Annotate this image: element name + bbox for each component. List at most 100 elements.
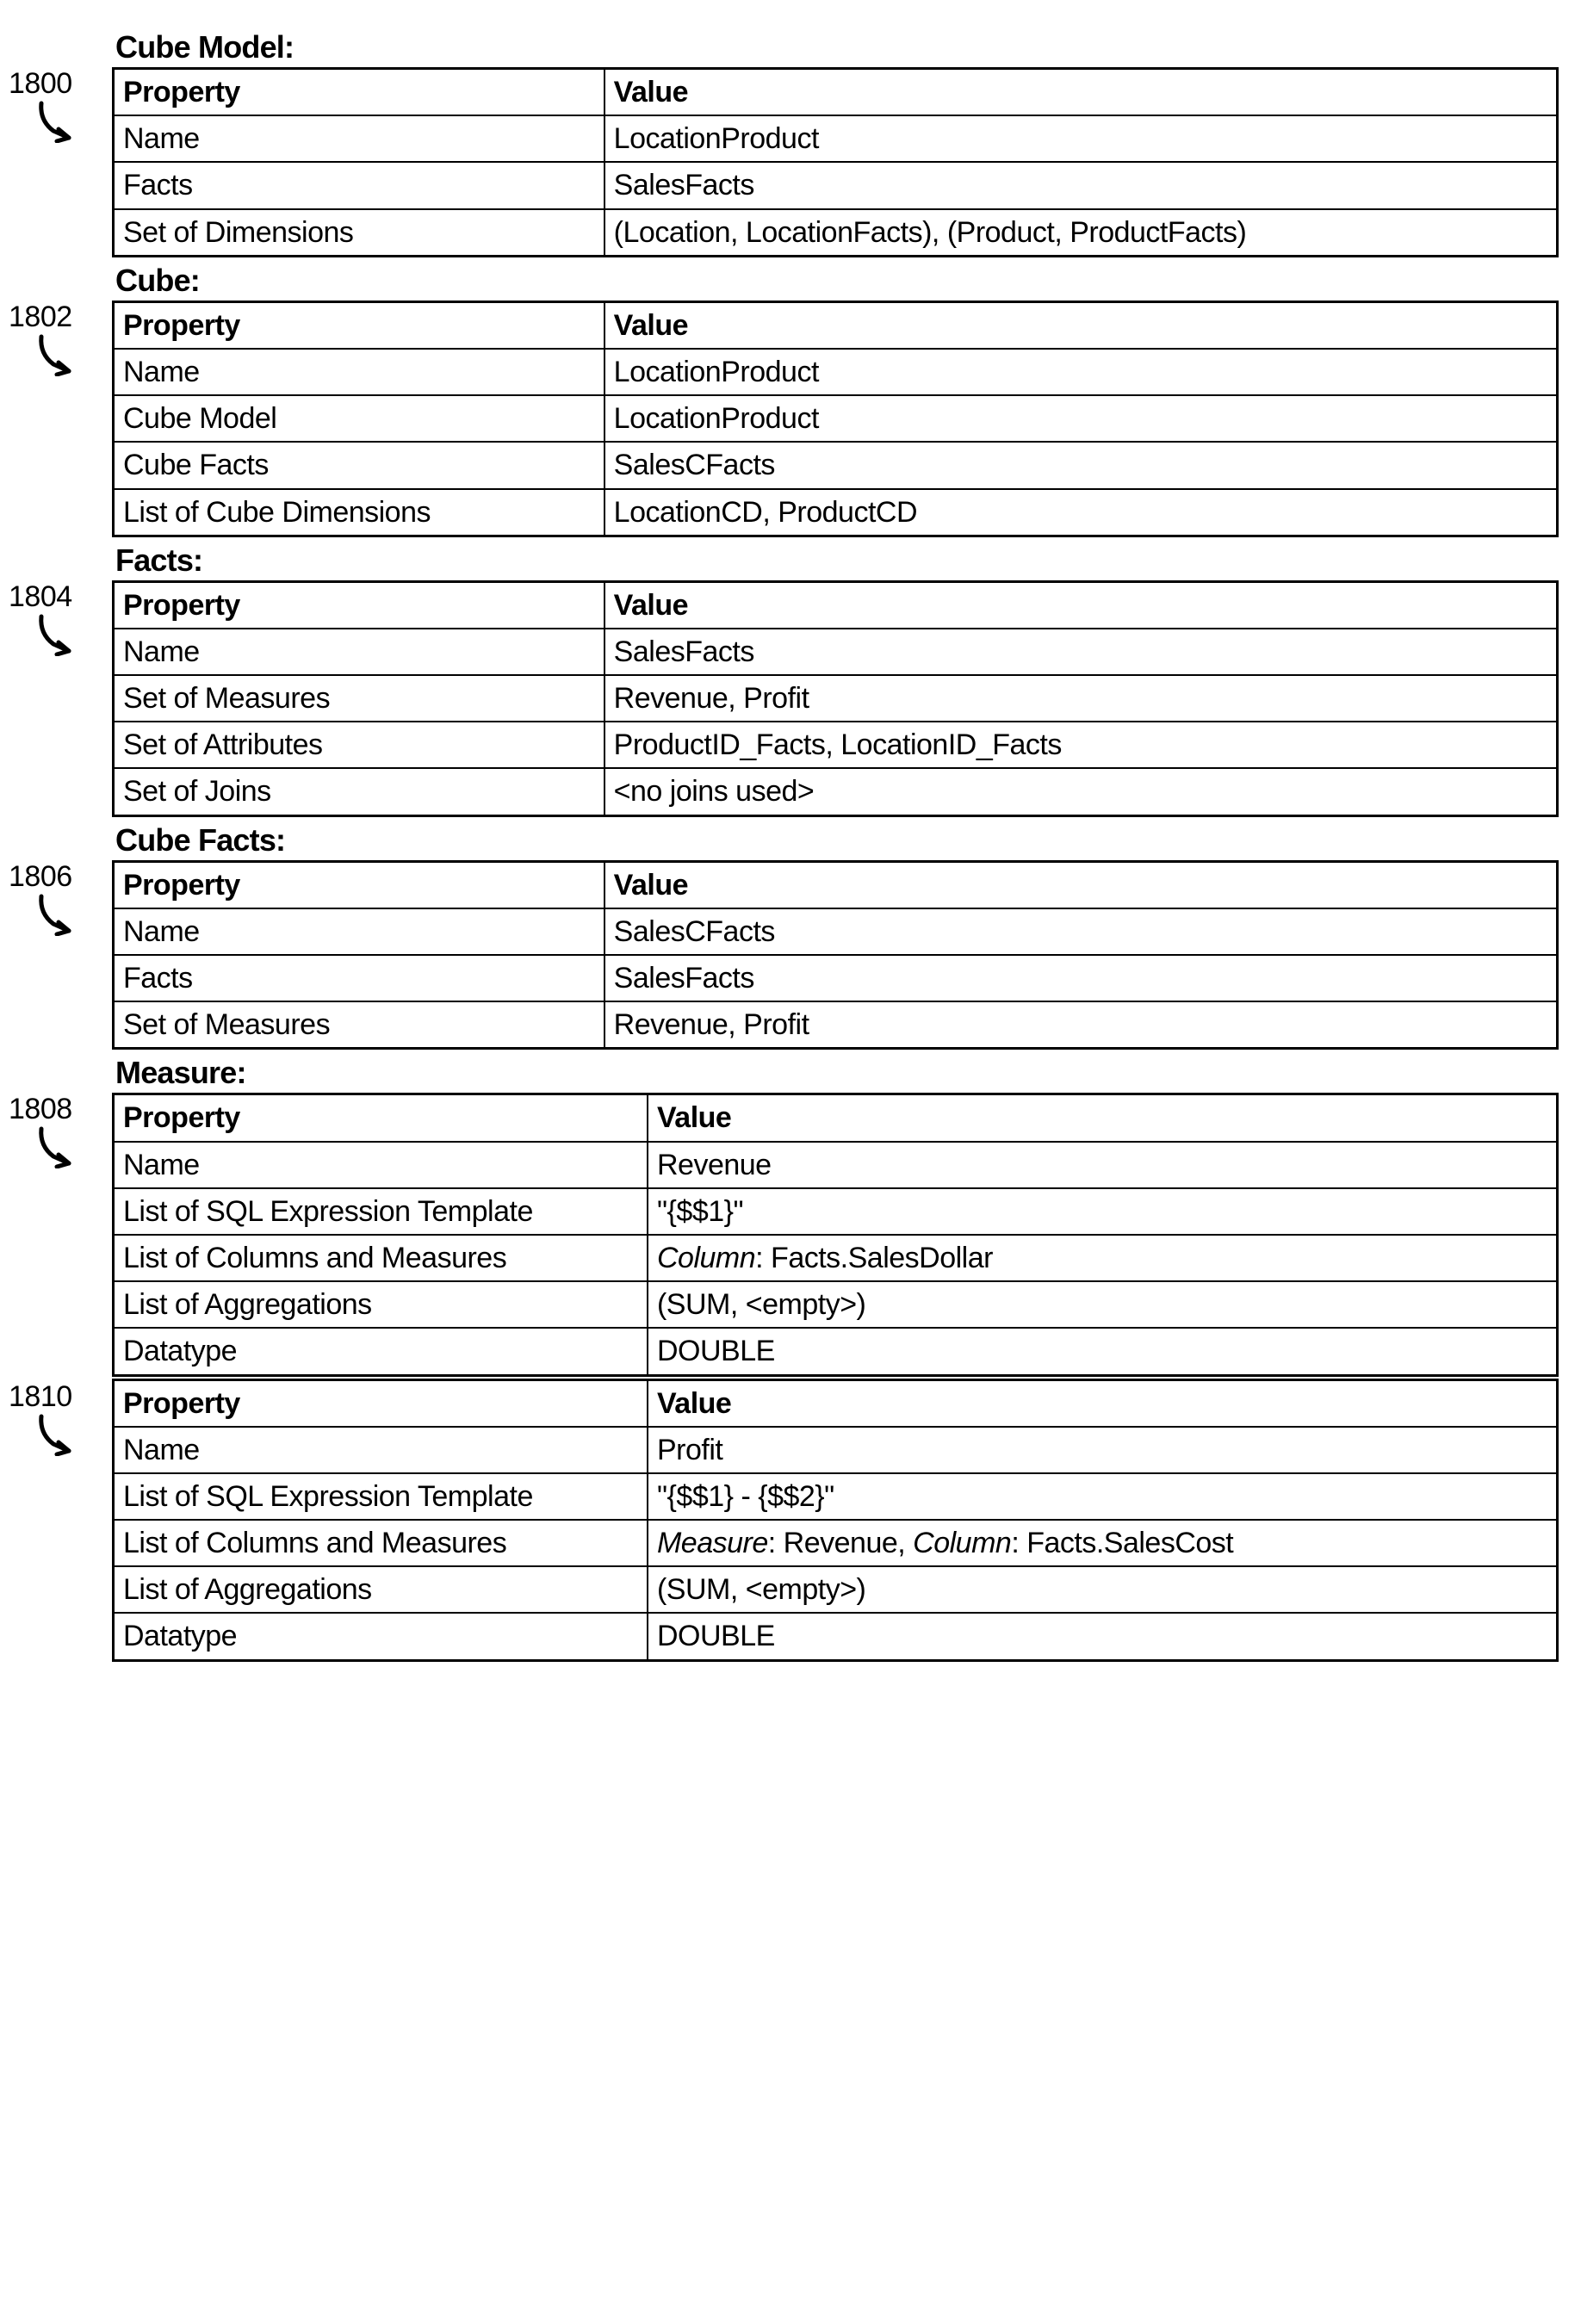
table-col: Cube Facts: Property Value Name SalesCFa… [112,819,1559,1052]
cell-property: Set of Attributes [114,722,604,768]
cell-value: LocationProduct [604,115,1558,162]
table-row: Name Profit [114,1427,1558,1473]
ref-arrow-icon [34,333,86,376]
cell-value: SalesFacts [604,162,1558,208]
section-title: Cube: [112,263,1559,299]
cell-value: Revenue, Profit [604,675,1558,722]
table-row: Cube Model LocationProduct [114,395,1558,442]
ref-number: 1800 [9,67,72,101]
section-title: Cube Model: [112,29,1559,65]
cell-value: (SUM, <empty>) [648,1566,1558,1613]
table-row: Set of Joins <no joins used> [114,768,1558,815]
table-row: Datatype DOUBLE [114,1613,1558,1660]
section-5: 1810 Property Value Name Profit List of … [9,1379,1559,1664]
cell-value: Revenue [648,1142,1558,1188]
table-header-row: Property Value [114,69,1558,116]
section-title: Measure: [112,1055,1559,1091]
table-row: Facts SalesFacts [114,955,1558,1001]
property-table: Property Value Name Revenue List of SQL … [112,1093,1559,1376]
cell-property: List of SQL Expression Template [114,1473,648,1520]
cell-value: (SUM, <empty>) [648,1281,1558,1328]
cell-value: DOUBLE [648,1613,1558,1660]
table-col: Cube: Property Value Name LocationProduc… [112,259,1559,539]
header-value: Value [648,1094,1558,1142]
table-header-row: Property Value [114,861,1558,908]
header-property: Property [114,581,604,629]
table-row: List of Columns and Measures Measure: Re… [114,1520,1558,1566]
property-table: Property Value Name LocationProduct Fact… [112,67,1559,257]
table-row: List of Aggregations (SUM, <empty>) [114,1566,1558,1613]
ref-number: 1810 [9,1380,72,1414]
cell-property: List of Cube Dimensions [114,489,604,536]
header-value: Value [648,1379,1558,1427]
table-row: Set of Dimensions (Location, LocationFac… [114,209,1558,257]
table-header-row: Property Value [114,1379,1558,1427]
cell-property: Name [114,349,604,395]
cell-property: Set of Dimensions [114,209,604,257]
cell-property: Set of Measures [114,675,604,722]
cell-property: Facts [114,955,604,1001]
table-col: Facts: Property Value Name SalesFacts Se… [112,539,1559,819]
cell-property: Name [114,115,604,162]
cell-property: Name [114,629,604,675]
ref-number: 1808 [9,1093,72,1126]
ref-number: 1804 [9,580,72,614]
cell-value: DOUBLE [648,1328,1558,1375]
cell-property: Datatype [114,1613,648,1660]
cell-value: <no joins used> [604,768,1558,815]
ref-arrow-icon [34,613,86,656]
table-row: List of Cube Dimensions LocationCD, Prod… [114,489,1558,536]
cell-property: Set of Joins [114,768,604,815]
section-3: 1806 Cube Facts: Property Value Name Sal… [9,819,1559,1052]
table-row: Cube Facts SalesCFacts [114,442,1558,488]
table-row: Name SalesFacts [114,629,1558,675]
cell-value: "{$$1}" [648,1188,1558,1235]
table-row: List of SQL Expression Template "{$$1} -… [114,1473,1558,1520]
metadata-tables-figure: 1800 Cube Model: Property Value Name Loc… [9,26,1559,1664]
ref-arrow-icon [34,893,86,936]
cell-value: "{$$1} - {$$2}" [648,1473,1558,1520]
cell-value: ProductID_Facts, LocationID_Facts [604,722,1558,768]
table-row: Set of Measures Revenue, Profit [114,1001,1558,1049]
table-row: List of Aggregations (SUM, <empty>) [114,1281,1558,1328]
header-value: Value [604,861,1558,908]
table-col: Cube Model: Property Value Name Location… [112,26,1559,259]
cell-property: Set of Measures [114,1001,604,1049]
cell-property: Name [114,908,604,955]
table-row: List of SQL Expression Template "{$$1}" [114,1188,1558,1235]
header-value: Value [604,301,1558,349]
section-title: Facts: [112,542,1559,579]
table-col: Measure: Property Value Name Revenue Lis… [112,1051,1559,1378]
table-row: Datatype DOUBLE [114,1328,1558,1375]
table-col: Property Value Name Profit List of SQL E… [112,1379,1559,1664]
property-table: Property Value Name LocationProduct Cube… [112,301,1559,537]
ref-arrow-icon [34,1125,86,1168]
section-1: 1802 Cube: Property Value Name LocationP… [9,259,1559,539]
cell-property: Cube Model [114,395,604,442]
header-value: Value [604,69,1558,116]
cell-property: List of SQL Expression Template [114,1188,648,1235]
cell-value: SalesCFacts [604,442,1558,488]
table-row: Name LocationProduct [114,349,1558,395]
cell-property: List of Columns and Measures [114,1520,648,1566]
table-header-row: Property Value [114,301,1558,349]
cell-property: Cube Facts [114,442,604,488]
cell-value: SalesCFacts [604,908,1558,955]
cell-value: Profit [648,1427,1558,1473]
cell-value: LocationCD, ProductCD [604,489,1558,536]
ref-number: 1806 [9,860,72,894]
cell-value: (Location, LocationFacts), (Product, Pro… [604,209,1558,257]
header-property: Property [114,301,604,349]
cell-property: List of Aggregations [114,1566,648,1613]
cell-property: Name [114,1142,648,1188]
cell-value: Revenue, Profit [604,1001,1558,1049]
cell-property: List of Aggregations [114,1281,648,1328]
property-table: Property Value Name SalesCFacts Facts Sa… [112,860,1559,1050]
cell-property: Facts [114,162,604,208]
section-2: 1804 Facts: Property Value Name SalesFac… [9,539,1559,819]
table-row: Name Revenue [114,1142,1558,1188]
ref-number: 1802 [9,301,72,334]
cell-value: LocationProduct [604,349,1558,395]
cell-value: SalesFacts [604,955,1558,1001]
ref-arrow-icon [34,1413,86,1456]
